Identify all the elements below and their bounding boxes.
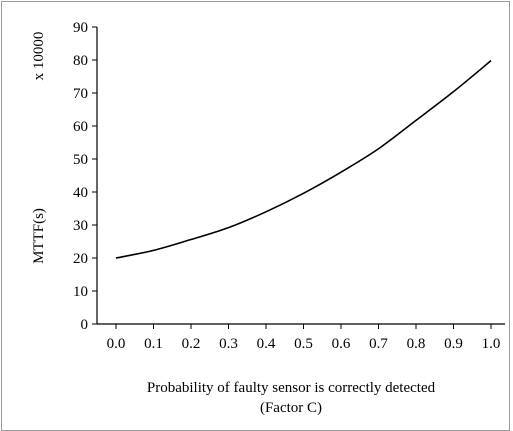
y-tick-label: 90 [73, 20, 88, 36]
x-tick-label: 0.2 [182, 336, 201, 352]
x-tick-label: 0.3 [219, 336, 238, 352]
y-tick-label: 0 [81, 317, 89, 333]
y-axis-title: MTTF(s) [31, 208, 47, 264]
tick-marks [92, 26, 492, 329]
x-tick-label: 0.5 [294, 336, 313, 352]
x-axis-title-line2: (Factor C) [260, 400, 322, 416]
y-tick-label: 20 [73, 251, 88, 267]
x-tick-label: 0.6 [332, 336, 351, 352]
y-tick-label: 30 [73, 218, 88, 234]
y-tick-label: 50 [73, 152, 88, 168]
series-group [115, 60, 492, 259]
x-tick-label: 0.8 [407, 336, 426, 352]
y-tick-label: 10 [73, 284, 88, 300]
series-line [115, 60, 492, 259]
x-axis-title-line1: Probability of faulty sensor is correctl… [147, 380, 436, 396]
x-tick-label: 0.4 [257, 336, 276, 352]
tick-labels: 0 10 20 30 40 50 60 70 80 90 0.0 0.1 0.2 0.3 0.4 0.5 0.6… [73, 20, 500, 352]
y-tick-label: 70 [73, 86, 88, 102]
x-tick-label: 0.7 [369, 336, 388, 352]
y-tick-label: 60 [73, 119, 88, 135]
axes [96, 27, 505, 325]
x-tick-label: 0.0 [107, 336, 126, 352]
y-tick-label: 80 [73, 53, 88, 69]
x-tick-label: 0.9 [444, 336, 463, 352]
y-multiplier-label: x 10000 [31, 32, 47, 81]
x-tick-label: 1.0 [482, 336, 501, 352]
y-tick-label: 40 [73, 185, 88, 201]
x-tick-label: 0.1 [144, 336, 163, 352]
